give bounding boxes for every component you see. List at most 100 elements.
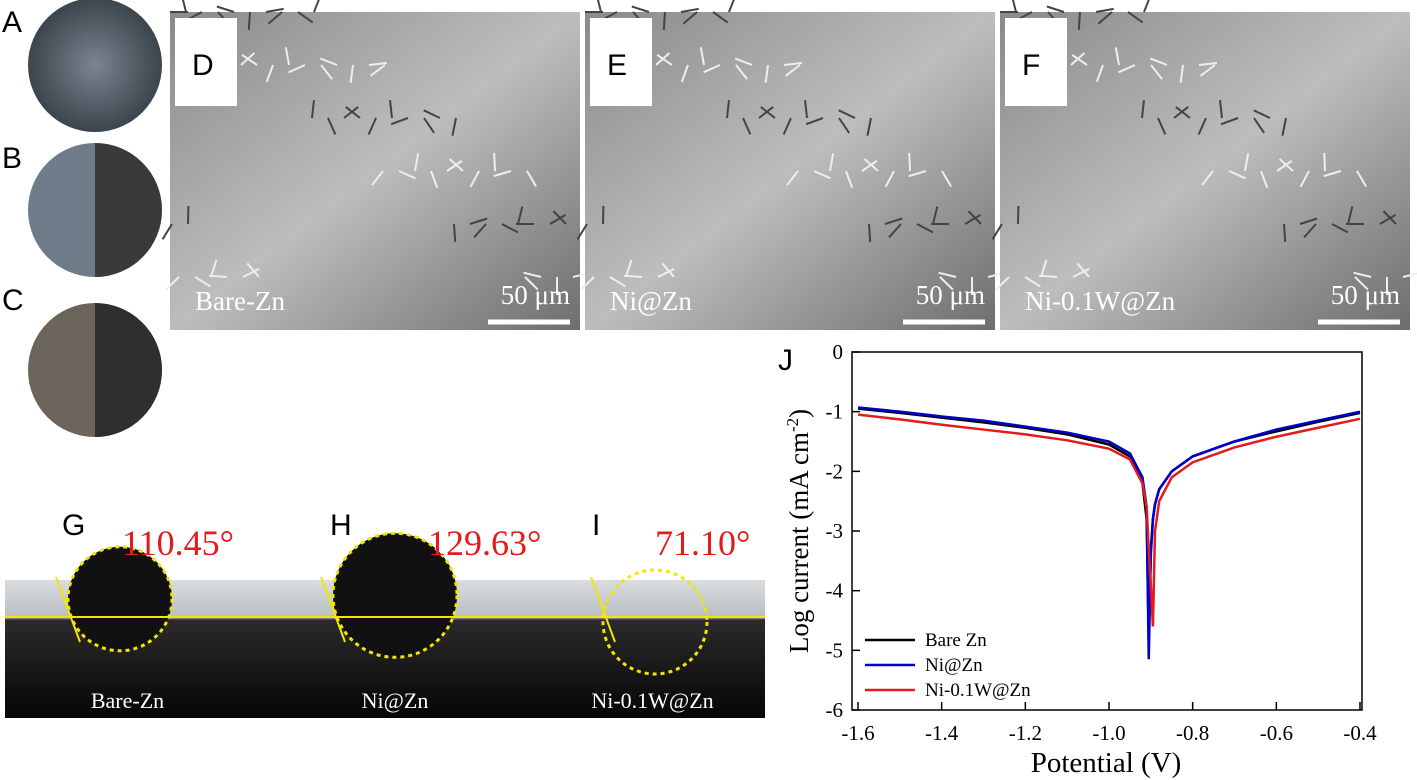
texture <box>1220 117 1239 126</box>
texture <box>1149 57 1168 66</box>
texture <box>1201 170 1214 186</box>
texture <box>453 223 457 243</box>
texture <box>181 0 187 13</box>
scale-label: 50 μm <box>501 280 570 310</box>
panel-label: H <box>330 509 352 542</box>
y-tick-label: -6 <box>826 698 844 722</box>
texture <box>1175 106 1191 119</box>
texture <box>805 117 824 126</box>
angle-label: 129.63° <box>428 523 541 563</box>
texture <box>161 223 173 240</box>
texture <box>866 117 872 136</box>
x-tick-label: -0.8 <box>1176 721 1209 745</box>
texture <box>786 170 799 186</box>
texture <box>1141 99 1145 119</box>
texture <box>343 106 359 119</box>
texture <box>1354 276 1369 291</box>
texture <box>1253 109 1271 119</box>
texture <box>349 64 354 83</box>
texture <box>1356 170 1367 188</box>
texture <box>1095 64 1104 83</box>
texture <box>242 268 260 278</box>
x-tick-label: -0.6 <box>1260 721 1293 745</box>
texture <box>1353 271 1372 278</box>
x-tick-label: -0.4 <box>1343 721 1377 745</box>
texture <box>267 11 283 25</box>
texture <box>838 117 850 134</box>
label-box <box>590 18 652 106</box>
texture <box>313 0 320 13</box>
texture <box>1198 62 1218 66</box>
texture <box>703 64 721 74</box>
y-axis-title-sup: -2 <box>783 418 802 432</box>
texture <box>469 170 480 188</box>
texture <box>371 170 384 186</box>
texture <box>423 109 441 119</box>
texture <box>656 54 673 66</box>
texture <box>699 47 705 66</box>
texture <box>829 153 835 172</box>
panel-label: G <box>62 509 85 542</box>
texture <box>884 170 895 188</box>
y-axis-title-end: ) <box>784 409 814 418</box>
texture <box>813 170 831 180</box>
texture <box>311 99 315 119</box>
texture <box>288 64 306 74</box>
texture <box>1276 160 1293 172</box>
texture <box>1077 11 1081 31</box>
texture <box>838 109 856 119</box>
x-tick-label: -1.6 <box>841 721 874 745</box>
texture <box>469 217 488 225</box>
texture <box>1219 99 1223 119</box>
texture <box>1095 7 1114 13</box>
texture <box>609 276 626 288</box>
texture <box>1179 64 1184 83</box>
texture <box>1323 152 1326 172</box>
texture <box>1173 106 1189 119</box>
texture <box>580 276 595 291</box>
texture <box>1038 274 1058 278</box>
texture <box>526 170 537 188</box>
texture <box>297 11 314 24</box>
texture <box>501 223 519 234</box>
texture <box>265 64 274 83</box>
texture <box>631 5 650 13</box>
texture <box>367 117 377 135</box>
texture <box>194 276 211 288</box>
texture <box>991 223 1003 240</box>
texture <box>210 259 218 278</box>
series-line <box>857 406 1361 660</box>
texture <box>493 170 512 178</box>
texture <box>1299 170 1310 188</box>
texture <box>208 274 228 278</box>
sample-label: Bare-Zn <box>195 286 285 316</box>
texture <box>247 11 251 31</box>
label-box <box>1005 18 1067 106</box>
texture <box>932 206 939 225</box>
texture <box>939 276 954 291</box>
sample-label: Bare-Zn <box>91 688 164 713</box>
texture <box>524 276 539 291</box>
series-line <box>857 413 1361 627</box>
texture <box>623 274 643 278</box>
droplet <box>601 568 709 676</box>
label-box <box>175 18 237 106</box>
texture <box>1303 223 1317 239</box>
x-tick-label: -1.2 <box>1009 721 1042 745</box>
texture <box>1347 206 1354 225</box>
texture <box>1331 223 1349 234</box>
texture <box>451 117 457 136</box>
texture <box>1011 0 1017 13</box>
sem-panels: D Bare-Zn 50 μm E Ni@Zn 50 μm F Ni-0.1W@Zn 50 μm <box>161 0 1417 330</box>
texture <box>964 214 982 225</box>
texture <box>473 223 487 239</box>
texture <box>1097 11 1113 25</box>
texture <box>320 64 333 80</box>
legend-label: Bare Zn <box>925 630 987 651</box>
texture <box>1379 214 1397 225</box>
angle-label: 71.10° <box>655 523 750 563</box>
panel-label: I <box>592 509 600 542</box>
texture <box>398 170 416 180</box>
texture <box>916 223 934 234</box>
texture <box>1071 54 1088 66</box>
